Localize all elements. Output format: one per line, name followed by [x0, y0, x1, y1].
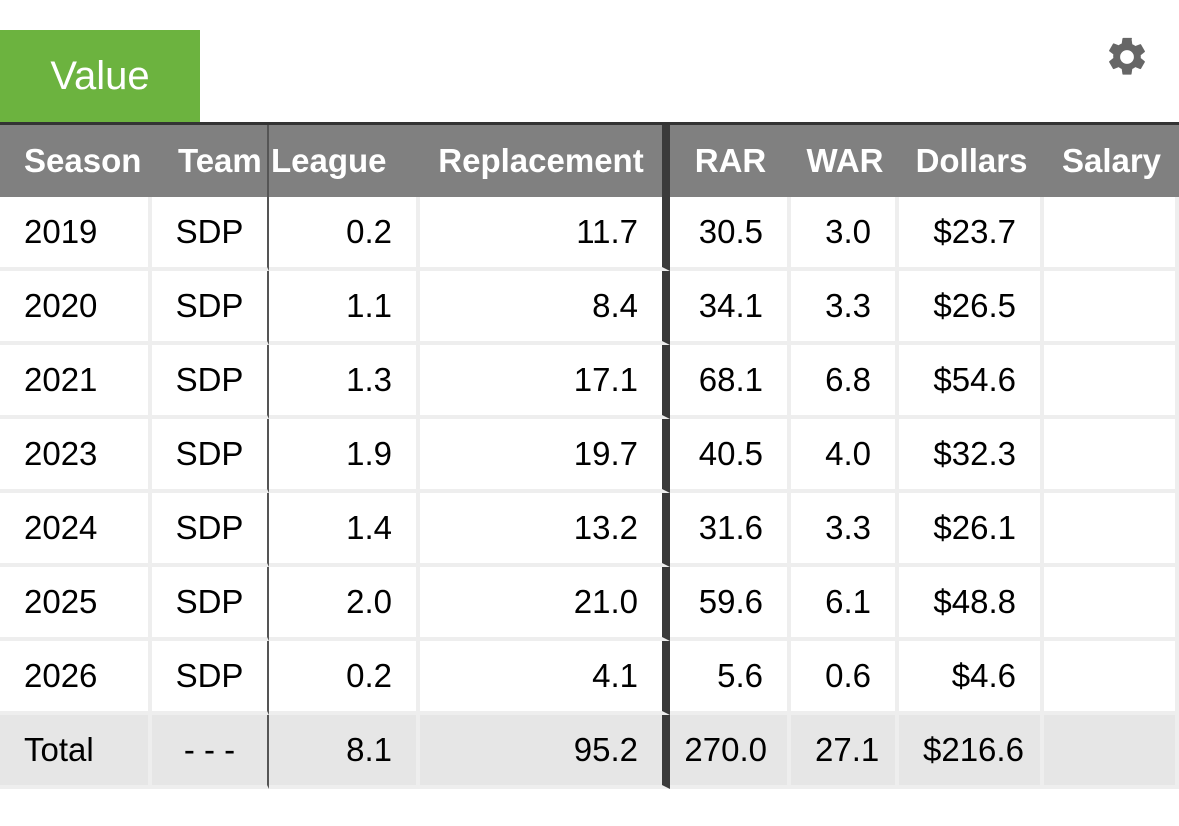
cell-team: SDP — [152, 567, 269, 641]
cell-season: 2023 — [0, 419, 152, 493]
cell-league: 1.9 — [269, 419, 420, 493]
cell-team: SDP — [152, 197, 269, 271]
cell-rar: 30.5 — [670, 197, 791, 271]
cell-dollars: $32.3 — [899, 419, 1044, 493]
column-header-salary[interactable]: Salary — [1044, 125, 1179, 197]
cell-season: 2026 — [0, 641, 152, 715]
cell-season: 2024 — [0, 493, 152, 567]
cell-replacement: 95.2 — [420, 715, 670, 789]
cell-league: 0.2 — [269, 197, 420, 271]
cell-war: 6.8 — [791, 345, 899, 419]
cell-team: SDP — [152, 345, 269, 419]
table-row: 2021 SDP 1.3 17.1 68.1 6.8 $54.6 — [0, 345, 1179, 419]
cell-rar: 31.6 — [670, 493, 791, 567]
cell-replacement: 4.1 — [420, 641, 670, 715]
column-header-replacement[interactable]: Replacement — [420, 125, 670, 197]
cell-salary — [1044, 419, 1179, 493]
value-table: Season Team League Replacement RAR WAR D… — [0, 125, 1179, 789]
cell-dollars: $54.6 — [899, 345, 1044, 419]
value-tab[interactable]: Value — [0, 30, 200, 122]
table-top-border — [0, 122, 1179, 125]
table-row: 2025 SDP 2.0 21.0 59.6 6.1 $48.8 — [0, 567, 1179, 641]
cell-season: 2021 — [0, 345, 152, 419]
cell-league: 1.1 — [269, 271, 420, 345]
table-row: 2026 SDP 0.2 4.1 5.6 0.6 $4.6 — [0, 641, 1179, 715]
cell-dollars: $216.6 — [899, 715, 1044, 789]
column-header-war[interactable]: WAR — [791, 125, 899, 197]
cell-season: Total — [0, 715, 152, 789]
cell-dollars: $26.5 — [899, 271, 1044, 345]
cell-war: 6.1 — [791, 567, 899, 641]
cell-rar: 270.0 — [670, 715, 791, 789]
cell-replacement: 13.2 — [420, 493, 670, 567]
gear-icon[interactable] — [1104, 34, 1150, 80]
cell-salary — [1044, 271, 1179, 345]
cell-replacement: 11.7 — [420, 197, 670, 271]
cell-league: 2.0 — [269, 567, 420, 641]
cell-season: 2020 — [0, 271, 152, 345]
cell-league: 8.1 — [269, 715, 420, 789]
column-header-team[interactable]: Team — [152, 125, 269, 197]
cell-dollars: $23.7 — [899, 197, 1044, 271]
cell-war: 0.6 — [791, 641, 899, 715]
cell-war: 27.1 — [791, 715, 899, 789]
cell-dollars: $4.6 — [899, 641, 1044, 715]
cell-replacement: 17.1 — [420, 345, 670, 419]
cell-replacement: 8.4 — [420, 271, 670, 345]
cell-replacement: 21.0 — [420, 567, 670, 641]
column-header-rar[interactable]: RAR — [670, 125, 791, 197]
cell-rar: 40.5 — [670, 419, 791, 493]
column-header-dollars[interactable]: Dollars — [899, 125, 1044, 197]
cell-rar: 5.6 — [670, 641, 791, 715]
cell-war: 3.3 — [791, 493, 899, 567]
cell-salary — [1044, 715, 1179, 789]
cell-salary — [1044, 493, 1179, 567]
header-row: Season Team League Replacement RAR WAR D… — [0, 125, 1179, 197]
cell-replacement: 19.7 — [420, 419, 670, 493]
table-row: 2020 SDP 1.1 8.4 34.1 3.3 $26.5 — [0, 271, 1179, 345]
cell-league: 1.4 — [269, 493, 420, 567]
cell-salary — [1044, 641, 1179, 715]
cell-rar: 68.1 — [670, 345, 791, 419]
total-row: Total - - -8.1 95.2 270.0 27.1 $216.6 — [0, 715, 1179, 789]
cell-team: - - - — [152, 715, 269, 789]
cell-team: SDP — [152, 641, 269, 715]
cell-league: 0.2 — [269, 641, 420, 715]
table-row: 2023 SDP 1.9 19.7 40.5 4.0 $32.3 — [0, 419, 1179, 493]
cell-war: 3.0 — [791, 197, 899, 271]
cell-salary — [1044, 197, 1179, 271]
cell-rar: 59.6 — [670, 567, 791, 641]
table-row: 2019 SDP 0.2 11.7 30.5 3.0 $23.7 — [0, 197, 1179, 271]
cell-war: 4.0 — [791, 419, 899, 493]
cell-team: SDP — [152, 493, 269, 567]
cell-dollars: $26.1 — [899, 493, 1044, 567]
cell-season: 2019 — [0, 197, 152, 271]
cell-rar: 34.1 — [670, 271, 791, 345]
column-header-league[interactable]: League — [269, 125, 420, 197]
cell-team: SDP — [152, 419, 269, 493]
column-header-season[interactable]: Season — [0, 125, 152, 197]
cell-team: SDP — [152, 271, 269, 345]
cell-dollars: $48.8 — [899, 567, 1044, 641]
cell-league: 1.3 — [269, 345, 420, 419]
cell-salary — [1044, 567, 1179, 641]
cell-war: 3.3 — [791, 271, 899, 345]
table-row: 2024 SDP 1.4 13.2 31.6 3.3 $26.1 — [0, 493, 1179, 567]
cell-season: 2025 — [0, 567, 152, 641]
cell-salary — [1044, 345, 1179, 419]
value-tab-label: Value — [50, 53, 150, 98]
